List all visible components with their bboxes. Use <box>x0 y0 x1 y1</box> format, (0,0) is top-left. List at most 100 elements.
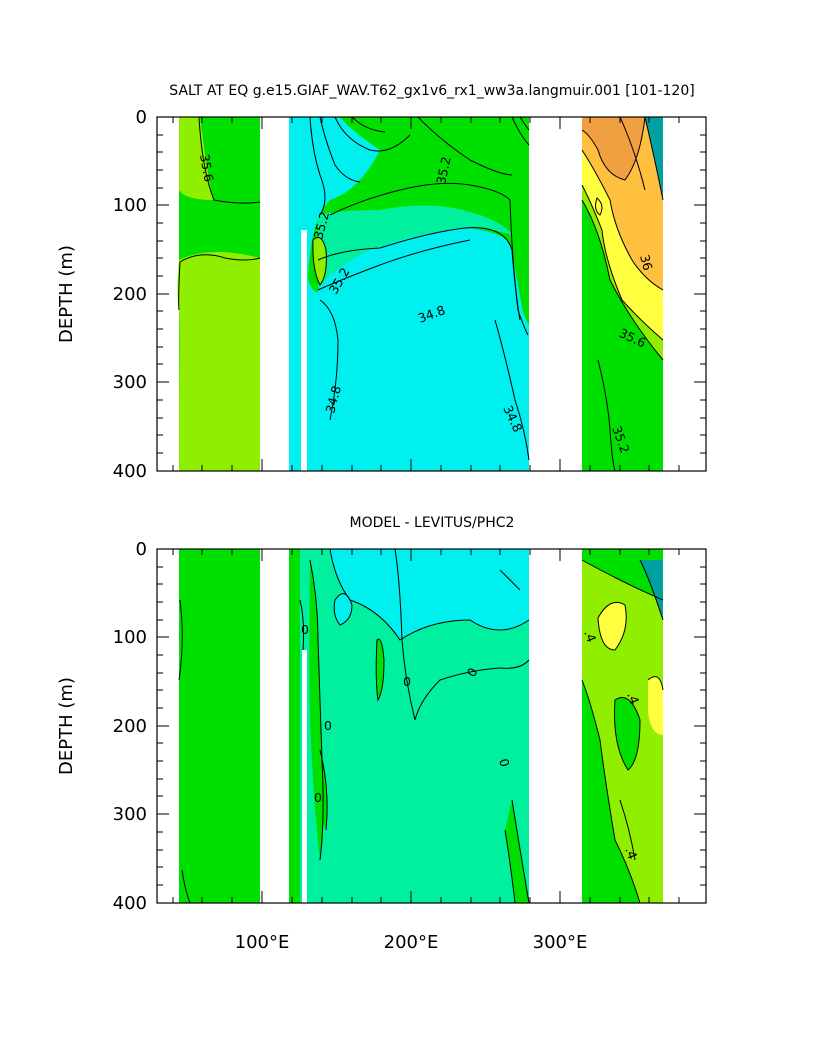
bottom-fill-central-green-west <box>289 549 300 903</box>
top-contour-west-1 <box>198 117 261 204</box>
top-contour-east-4 <box>581 199 664 361</box>
top-plot-area <box>177 117 664 471</box>
top-contour-east-7 <box>644 117 664 201</box>
bottom-plot-area <box>178 549 664 903</box>
bottom-contour-central-10 <box>319 749 328 831</box>
top-y-tick-100: 100 <box>113 195 147 216</box>
top-axis-ticks <box>157 116 706 472</box>
top-contour-east-6 <box>619 117 646 191</box>
bottom-contour-east-6 <box>639 559 664 621</box>
bottom-x-tick-200: 200°E <box>384 932 439 953</box>
bottom-contour-label-7: .4 <box>581 628 599 644</box>
bottom-contour-central-4 <box>333 593 353 626</box>
bottom-contour-central-5 <box>375 638 385 702</box>
top-contour-east-1 <box>581 117 646 181</box>
top-y-axis-label: DEPTH (m) <box>56 245 77 343</box>
top-y-tick-400: 400 <box>113 461 147 482</box>
bottom-contour-east-7 <box>619 799 636 861</box>
bottom-contour-central-1 <box>309 559 324 861</box>
top-contour-lines <box>178 117 664 471</box>
bottom-x-tick-labels: 100°E 200°E 300°E <box>235 932 588 953</box>
bottom-panel-title: MODEL - LEVITUS/PHC2 <box>350 515 515 531</box>
top-y-tick-labels: 0 100 200 300 400 <box>113 107 147 482</box>
top-y-tick-200: 200 <box>113 284 147 305</box>
top-fill-central-gap <box>301 230 307 471</box>
bottom-contour-central-2 <box>299 599 305 651</box>
top-y-tick-0: 0 <box>136 107 147 128</box>
top-contour-label-4: 35.2 <box>433 155 453 185</box>
bottom-contour-central-7 <box>504 829 516 903</box>
bottom-contour-label-6: 0 <box>496 757 513 769</box>
top-contour-central-lens <box>312 237 327 286</box>
bottom-fill-east-yellow <box>598 602 627 650</box>
bottom-y-tick-400: 400 <box>113 893 147 914</box>
bottom-contour-label-9: .4 <box>622 845 640 861</box>
bottom-contour-west-2 <box>181 869 191 903</box>
top-contour-east-8 <box>595 197 603 216</box>
top-contour-east-2 <box>581 149 664 291</box>
bottom-y-axis-label: DEPTH (m) <box>56 677 77 775</box>
bottom-contour-east-3 <box>614 697 641 771</box>
top-contour-central-2 <box>319 117 361 183</box>
bottom-contour-east-1 <box>581 559 664 601</box>
bottom-contour-label-8: .4 <box>624 690 642 706</box>
bottom-contour-labels: 0 0 0 0 0 0 .4 .4 .4 <box>301 622 642 861</box>
top-contour-label-1: 35.6 <box>197 153 217 183</box>
bottom-y-tick-200: 200 <box>113 716 147 737</box>
top-contour-central-352b <box>417 117 513 176</box>
top-fill-central-mid <box>318 205 513 290</box>
top-contour-central-4 <box>351 117 386 133</box>
bottom-fill-central-cyan <box>330 549 529 640</box>
top-contour-central-1 <box>309 117 326 216</box>
bottom-contour-east-4 <box>581 679 641 903</box>
bottom-fill-east-fresh <box>640 560 663 620</box>
bottom-fill-central-cyan-lens <box>334 593 352 625</box>
top-contour-label-6: 34.8 <box>322 384 344 415</box>
top-contour-label-8: 36 <box>637 253 656 272</box>
bottom-contour-central-8 <box>511 799 530 903</box>
bottom-contour-central-9 <box>499 569 521 591</box>
bottom-fill-east-green-lens <box>614 697 640 770</box>
bottom-x-tick-100: 100°E <box>235 932 290 953</box>
top-panel: SALT AT EQ g.e15.GIAF_WAV.T62_gx1v6_rx1_… <box>56 83 707 482</box>
top-y-tick-300: 300 <box>113 372 147 393</box>
top-contour-central-348 <box>317 239 471 291</box>
top-contour-central-frontal2 <box>519 117 530 131</box>
top-contour-central-348c <box>494 319 530 461</box>
bottom-contour-central-6 <box>394 549 530 721</box>
bottom-contour-central-3 <box>329 549 530 641</box>
top-contour-central-mid <box>317 227 521 321</box>
bottom-y-tick-labels: 0 100 200 300 400 <box>113 539 147 914</box>
bottom-fill-east-yellow2 <box>648 676 663 735</box>
top-fill-west-core <box>179 117 213 200</box>
top-fill-central-westedge <box>289 117 321 175</box>
top-contour-east-5 <box>597 359 616 471</box>
top-contour-label-2: 35.2 <box>310 210 332 241</box>
top-contour-central-348b <box>319 299 339 421</box>
top-contour-west-2 <box>178 254 261 311</box>
bottom-fill-central-green-east <box>505 800 529 903</box>
bottom-contour-label-1: 0 <box>301 622 309 637</box>
bottom-contour-west-1 <box>178 599 183 681</box>
bottom-y-tick-0: 0 <box>136 539 147 560</box>
top-contour-central-3 <box>334 117 411 152</box>
bottom-y-tick-100: 100 <box>113 627 147 648</box>
bottom-fill-west-base <box>179 549 260 903</box>
bottom-contour-label-3: 0 <box>314 790 322 805</box>
bottom-axis-ticks <box>157 548 706 904</box>
bottom-contour-label-2: 0 <box>324 718 332 733</box>
bottom-x-tick-300: 300°E <box>533 932 588 953</box>
bottom-y-tick-300: 300 <box>113 804 147 825</box>
top-fill-east-orange <box>582 117 645 180</box>
top-fill-east-fresh <box>645 117 663 200</box>
top-contour-east-3 <box>581 184 664 341</box>
top-contour-central-frontal <box>511 117 530 146</box>
bottom-fill-central-gap <box>302 650 307 903</box>
bottom-contour-east-5 <box>647 676 664 691</box>
bottom-contour-label-4: 0 <box>403 674 411 689</box>
bottom-panel: MODEL - LEVITUS/PHC2 <box>56 515 707 953</box>
bottom-contour-lines <box>178 549 664 903</box>
top-fill-central-lens <box>312 237 327 285</box>
top-fill-central-deep <box>318 228 527 471</box>
bottom-contour-east-2 <box>597 601 627 651</box>
